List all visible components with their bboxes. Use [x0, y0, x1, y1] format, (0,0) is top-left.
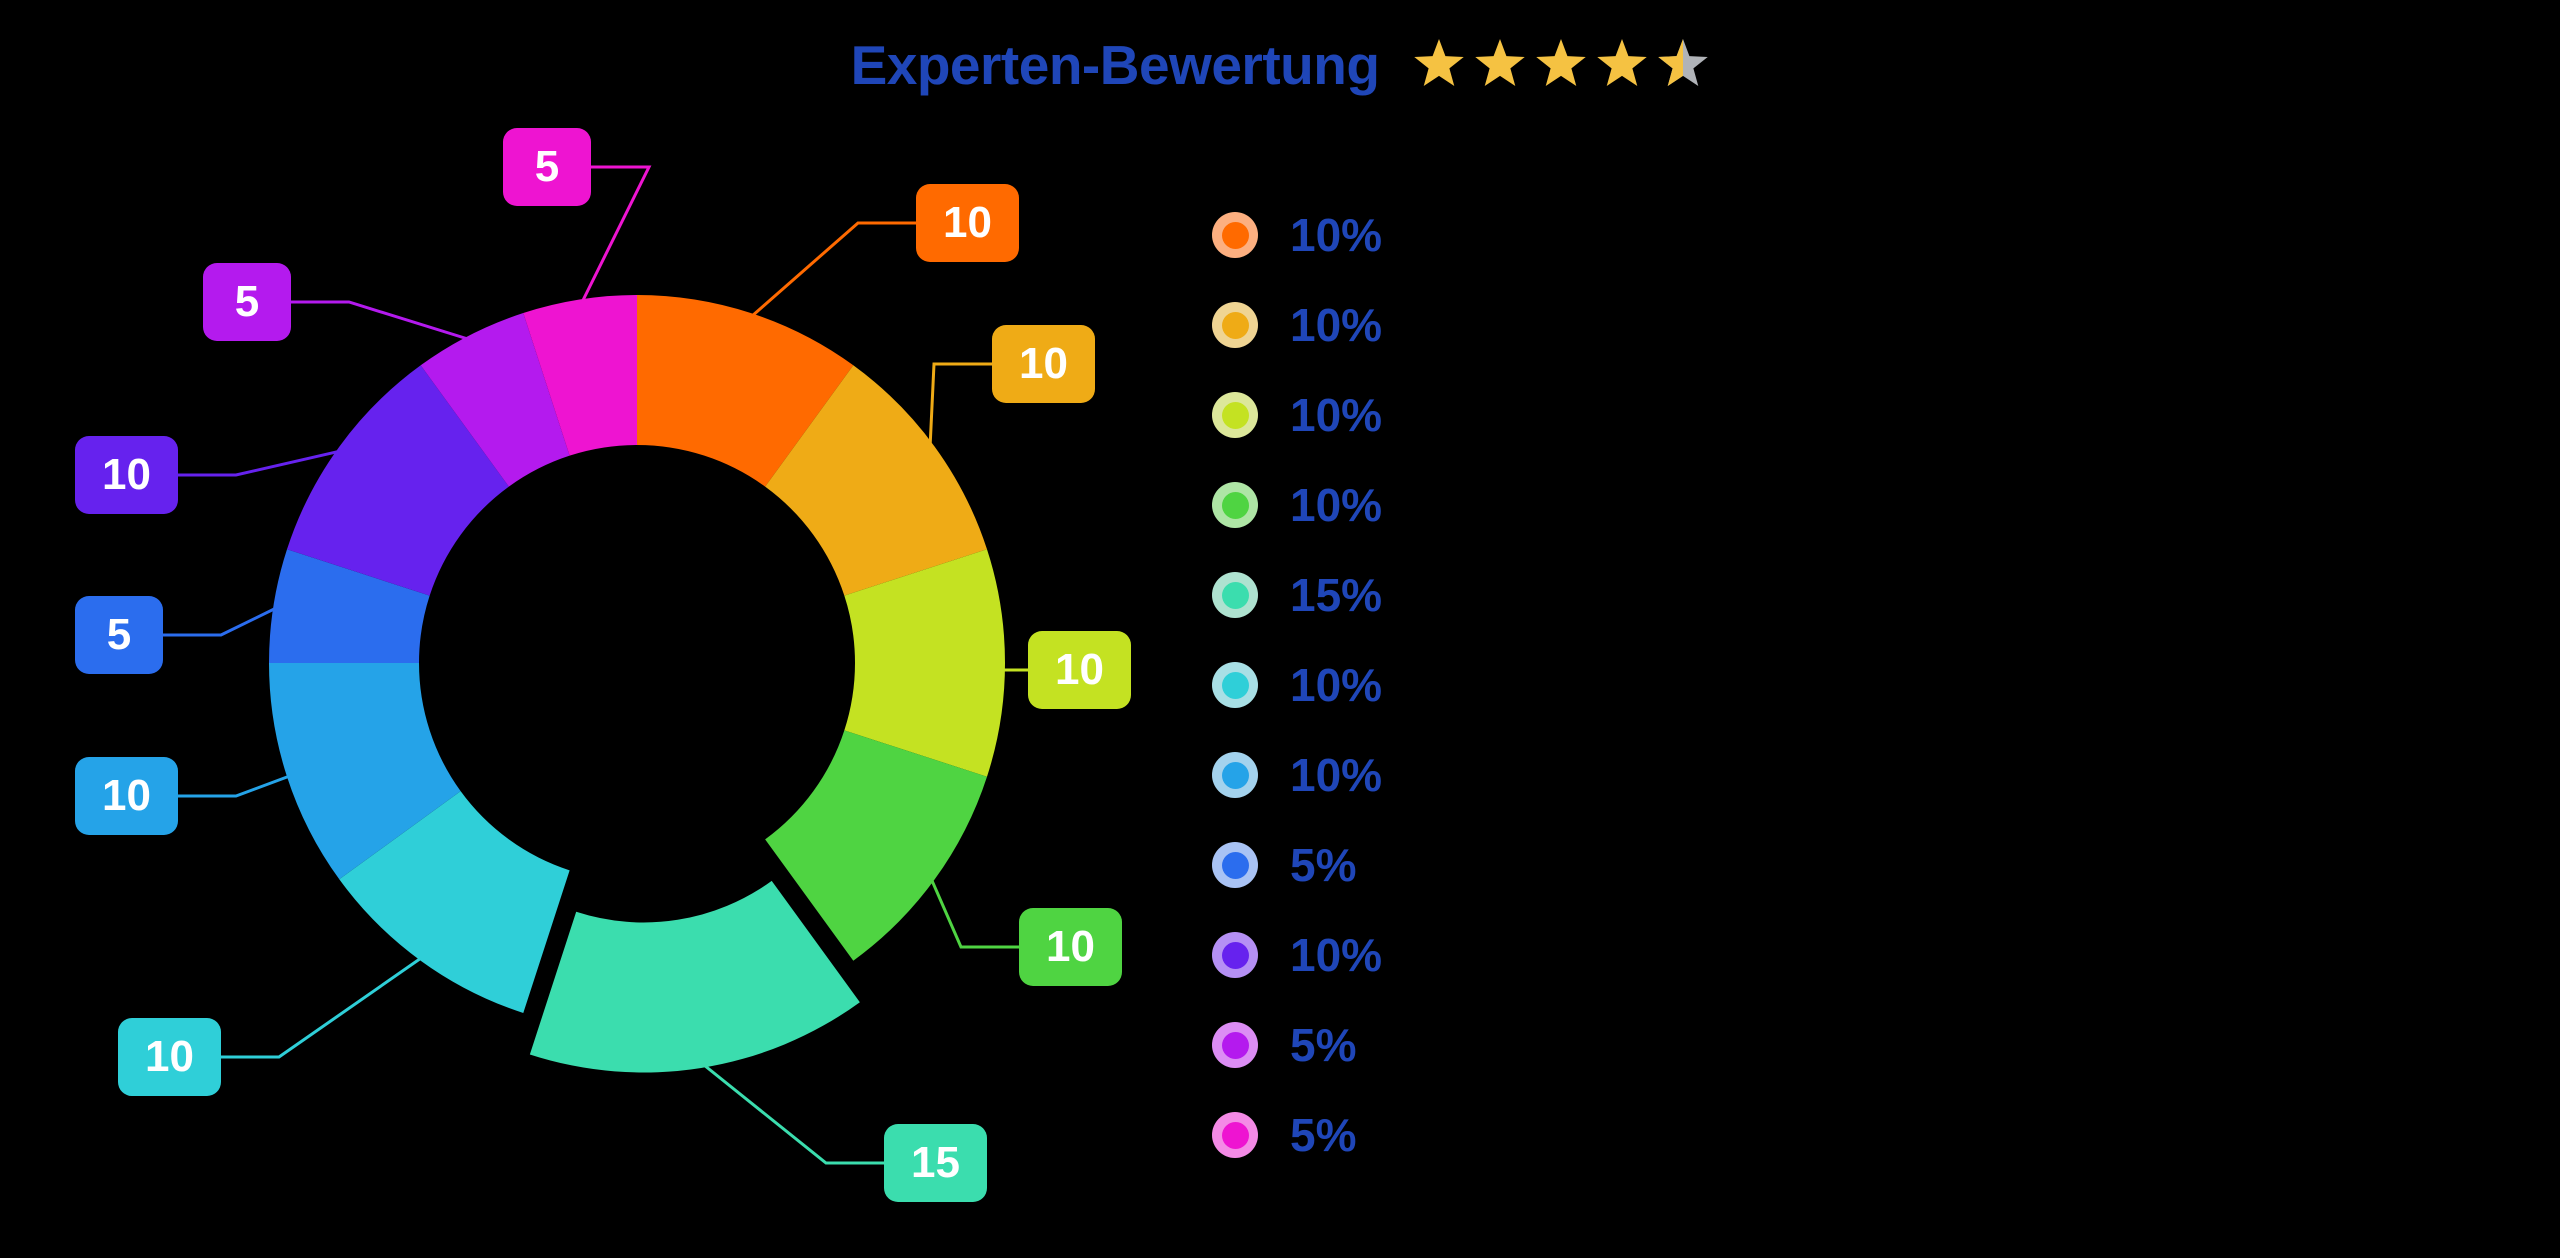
- legend-item-label: 10%: [1290, 659, 1383, 711]
- callout-leader-line: [178, 448, 345, 477]
- donut-slice[interactable]: [765, 365, 987, 596]
- callout-leader-line: [163, 605, 281, 637]
- legend-color-dot-icon: [1221, 311, 1249, 339]
- legend-color-swatch-icon: [1212, 482, 1258, 528]
- callout-label[interactable]: 5: [203, 263, 291, 341]
- legend-color-swatch-icon: [1212, 1022, 1258, 1068]
- legend-color-dot-icon: [1221, 491, 1249, 519]
- legend-item[interactable]: 10%: [1212, 370, 1382, 460]
- callout-label-text: 10: [1019, 339, 1068, 388]
- legend-color-dot-icon: [1221, 941, 1249, 969]
- callout-leader-line: [178, 773, 294, 798]
- callout-label[interactable]: 10: [992, 325, 1095, 403]
- callout-label-text: 10: [1046, 922, 1095, 971]
- callout-leader-line: [928, 875, 1019, 949]
- callout-label-text: 10: [102, 771, 151, 820]
- legend-color-dot-icon: [1221, 1121, 1249, 1149]
- legend-item-label: 5%: [1290, 839, 1357, 891]
- legend-item[interactable]: 10%: [1212, 190, 1382, 280]
- legend-item-label: 10%: [1290, 479, 1383, 531]
- legend-color-swatch-icon: [1212, 392, 1258, 438]
- callout-label[interactable]: 10: [75, 436, 178, 514]
- legend-item[interactable]: 10%: [1212, 460, 1382, 550]
- callout-label[interactable]: 10: [118, 1018, 221, 1096]
- donut-chart-svg: [163, 165, 1028, 1165]
- legend-color-dot-icon: [1221, 851, 1249, 879]
- legend-item[interactable]: 15%: [1212, 550, 1382, 640]
- legend-color-dot-icon: [1221, 401, 1249, 429]
- legend-item-label: 10%: [1290, 749, 1383, 801]
- callout-label[interactable]: 5: [75, 596, 163, 674]
- legend-item[interactable]: 5%: [1212, 1000, 1382, 1090]
- legend-color-dot-icon: [1221, 671, 1249, 699]
- callout-leader-lines: [163, 165, 1028, 1165]
- donut-slice[interactable]: [844, 549, 1006, 777]
- legend-item-label: 5%: [1290, 1019, 1357, 1071]
- star-icon: [1597, 39, 1648, 87]
- donut-slice[interactable]: [269, 549, 430, 663]
- callout-label-text: 5: [234, 277, 260, 326]
- callout-label[interactable]: 10: [75, 757, 178, 835]
- legend-item[interactable]: 10%: [1212, 910, 1382, 1000]
- callout-label[interactable]: 10: [916, 184, 1019, 262]
- callout-label-text: 5: [106, 610, 132, 659]
- callout-leader-line: [579, 165, 652, 307]
- legend-color-swatch-icon: [1212, 212, 1258, 258]
- legend-color-swatch-icon: [1212, 662, 1258, 708]
- callout-leader-line: [221, 954, 426, 1059]
- legend-item-label: 10%: [1290, 299, 1383, 351]
- donut-chart: 10 10 10 10 15 10 10 5 10 5 5: [75, 128, 1131, 1202]
- legend-color-dot-icon: [1221, 221, 1249, 249]
- donut-slice[interactable]: [637, 295, 854, 487]
- legend-color-swatch-icon: [1212, 752, 1258, 798]
- legend-item[interactable]: 10%: [1212, 640, 1382, 730]
- legend-item[interactable]: 5%: [1212, 820, 1382, 910]
- callout-label-text: 10: [145, 1032, 194, 1081]
- donut-slice[interactable]: [765, 730, 987, 961]
- callout-label[interactable]: 15: [884, 1124, 987, 1202]
- callout-label[interactable]: 5: [503, 128, 591, 206]
- donut-slice[interactable]: [523, 295, 637, 456]
- callout-label-text: 5: [534, 142, 560, 191]
- callout-label[interactable]: 10: [1019, 908, 1122, 986]
- legend-item-label: 10%: [1290, 389, 1383, 441]
- donut-slices: [269, 295, 1006, 1073]
- callout-label-text: 10: [1055, 645, 1104, 694]
- legend-item-label: 15%: [1290, 569, 1383, 621]
- callout-leader-line: [747, 221, 916, 320]
- legend-color-swatch-icon: [1212, 842, 1258, 888]
- legend-item-label: 10%: [1290, 929, 1383, 981]
- legend-item[interactable]: 5%: [1212, 1090, 1382, 1180]
- donut-slice[interactable]: [269, 663, 461, 880]
- donut-slice[interactable]: [287, 365, 509, 596]
- chart-legend: 10% 10% 10% 10% 15% 10% 10% 5% 10% 5% 5%: [1212, 190, 1382, 1180]
- callout-label-text: 10: [943, 198, 992, 247]
- donut-slice[interactable]: [420, 313, 570, 487]
- legend-item-label: 5%: [1290, 1109, 1357, 1161]
- legend-color-swatch-icon: [1212, 1112, 1258, 1158]
- callout-leader-line: [699, 1060, 884, 1165]
- legend-color-swatch-icon: [1212, 932, 1258, 978]
- callout-label-text: 15: [911, 1138, 960, 1187]
- legend-item[interactable]: 10%: [1212, 730, 1382, 820]
- callout-leader-line: [928, 362, 992, 451]
- callout-label[interactable]: 10: [1028, 631, 1131, 709]
- legend-item-label: 10%: [1290, 209, 1383, 261]
- legend-item[interactable]: 10%: [1212, 280, 1382, 370]
- legend-color-dot-icon: [1221, 761, 1249, 789]
- donut-slice[interactable]: [339, 791, 570, 1013]
- legend-color-swatch-icon: [1212, 572, 1258, 618]
- donut-slice[interactable]: [529, 880, 860, 1073]
- star-icon: [1658, 39, 1709, 87]
- callout-label-text: 10: [102, 450, 151, 499]
- legend-color-swatch-icon: [1212, 302, 1258, 348]
- callout-leader-line: [291, 300, 474, 342]
- legend-color-dot-icon: [1221, 1031, 1249, 1059]
- legend-color-dot-icon: [1221, 581, 1249, 609]
